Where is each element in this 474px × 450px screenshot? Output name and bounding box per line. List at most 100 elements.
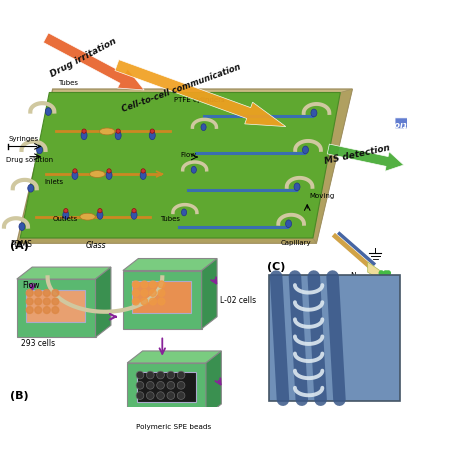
Circle shape xyxy=(43,289,50,297)
Circle shape xyxy=(141,281,148,288)
Circle shape xyxy=(43,306,50,314)
Text: Tubes: Tubes xyxy=(58,80,78,86)
Circle shape xyxy=(141,289,148,297)
Ellipse shape xyxy=(116,129,120,133)
Ellipse shape xyxy=(46,108,51,115)
Ellipse shape xyxy=(73,169,77,173)
Circle shape xyxy=(149,281,156,288)
Text: (C): (C) xyxy=(267,261,285,272)
Circle shape xyxy=(146,371,154,379)
Polygon shape xyxy=(20,93,340,238)
Circle shape xyxy=(141,298,148,305)
Ellipse shape xyxy=(82,129,86,133)
Circle shape xyxy=(52,306,59,314)
Ellipse shape xyxy=(64,208,68,213)
Polygon shape xyxy=(127,351,221,363)
Circle shape xyxy=(383,271,388,275)
Polygon shape xyxy=(368,262,382,281)
Circle shape xyxy=(386,271,391,275)
Circle shape xyxy=(167,392,174,400)
Text: Inlets: Inlets xyxy=(44,179,63,185)
Text: PDMS: PDMS xyxy=(10,239,32,248)
Polygon shape xyxy=(313,89,352,243)
Ellipse shape xyxy=(107,169,111,173)
Ellipse shape xyxy=(80,213,95,220)
Circle shape xyxy=(157,392,164,400)
Polygon shape xyxy=(327,144,404,171)
Text: Drug solution: Drug solution xyxy=(6,157,53,163)
Polygon shape xyxy=(206,351,221,416)
Polygon shape xyxy=(201,258,217,328)
Circle shape xyxy=(146,392,154,400)
Ellipse shape xyxy=(141,169,146,173)
Text: Syringes: Syringes xyxy=(8,136,38,142)
Text: L-02 cells: L-02 cells xyxy=(220,296,256,305)
Text: Flow: Flow xyxy=(22,281,39,290)
Circle shape xyxy=(149,289,156,297)
Ellipse shape xyxy=(97,211,103,219)
Circle shape xyxy=(167,382,174,389)
Polygon shape xyxy=(115,60,286,126)
Text: Capillary: Capillary xyxy=(281,240,311,247)
Circle shape xyxy=(132,298,139,305)
Circle shape xyxy=(377,278,382,282)
Polygon shape xyxy=(96,267,111,337)
Ellipse shape xyxy=(149,131,155,140)
Polygon shape xyxy=(17,267,111,279)
Circle shape xyxy=(383,278,387,282)
Circle shape xyxy=(177,371,185,379)
Ellipse shape xyxy=(100,128,115,135)
Ellipse shape xyxy=(311,109,317,117)
Polygon shape xyxy=(123,258,217,270)
Ellipse shape xyxy=(131,211,137,219)
Circle shape xyxy=(177,392,185,400)
Ellipse shape xyxy=(81,131,87,140)
Text: Moving: Moving xyxy=(309,193,334,199)
Ellipse shape xyxy=(302,146,309,154)
Circle shape xyxy=(52,289,59,297)
Text: Drug irritation: Drug irritation xyxy=(49,36,118,79)
Text: Outlets: Outlets xyxy=(53,216,78,222)
Circle shape xyxy=(26,298,33,305)
Circle shape xyxy=(35,289,42,297)
Circle shape xyxy=(35,298,42,305)
Ellipse shape xyxy=(201,124,206,130)
Circle shape xyxy=(149,298,156,305)
Ellipse shape xyxy=(106,171,112,180)
Circle shape xyxy=(146,382,154,389)
Ellipse shape xyxy=(72,171,78,180)
Ellipse shape xyxy=(140,171,146,180)
Ellipse shape xyxy=(294,183,300,191)
Ellipse shape xyxy=(98,208,102,213)
Ellipse shape xyxy=(36,146,43,154)
Circle shape xyxy=(52,298,59,305)
Ellipse shape xyxy=(90,171,105,177)
Ellipse shape xyxy=(63,211,69,219)
Circle shape xyxy=(379,271,383,275)
Circle shape xyxy=(157,371,164,379)
Circle shape xyxy=(158,281,165,288)
FancyBboxPatch shape xyxy=(137,373,196,402)
Text: 293 cells: 293 cells xyxy=(21,339,55,348)
Polygon shape xyxy=(123,270,201,328)
Text: Glass: Glass xyxy=(85,241,106,250)
Ellipse shape xyxy=(191,166,196,173)
Ellipse shape xyxy=(19,223,25,230)
Circle shape xyxy=(157,382,164,389)
Text: Cell-to-cell communication: Cell-to-cell communication xyxy=(120,63,242,114)
Circle shape xyxy=(26,306,33,314)
FancyBboxPatch shape xyxy=(26,289,85,322)
Circle shape xyxy=(136,392,144,400)
Polygon shape xyxy=(17,238,316,243)
Polygon shape xyxy=(17,279,96,337)
Polygon shape xyxy=(43,33,144,90)
Circle shape xyxy=(167,371,174,379)
Ellipse shape xyxy=(132,208,136,213)
Circle shape xyxy=(177,382,185,389)
Text: Polymeric SPE beads: Polymeric SPE beads xyxy=(136,424,211,430)
Circle shape xyxy=(43,298,50,305)
Circle shape xyxy=(158,298,165,305)
Polygon shape xyxy=(17,89,352,243)
Ellipse shape xyxy=(285,220,292,228)
Text: Flow: Flow xyxy=(181,152,197,158)
